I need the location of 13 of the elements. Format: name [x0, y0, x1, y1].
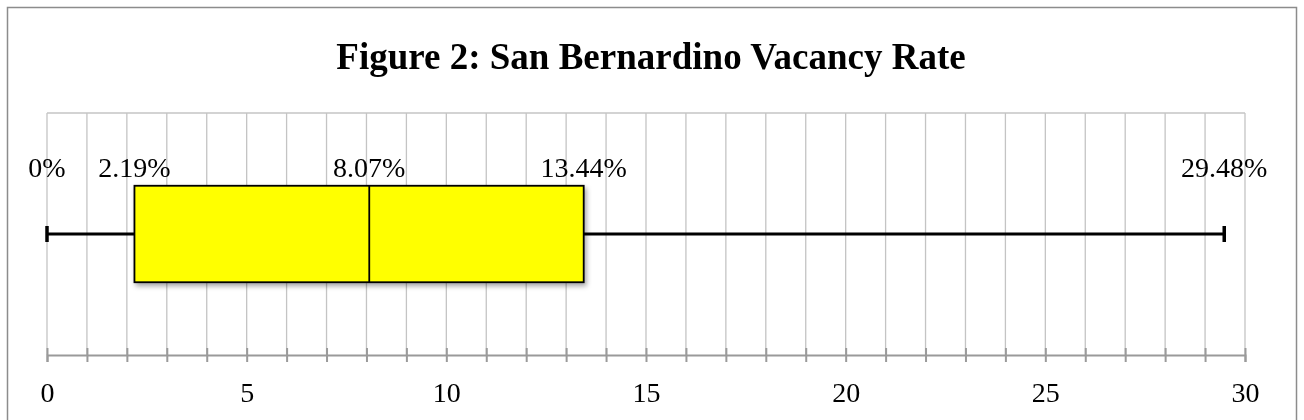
- annotation: 8.07%: [333, 151, 406, 183]
- x-tick-label: 30: [1231, 376, 1260, 408]
- x-tick-label: 15: [632, 376, 661, 408]
- annotation: 29.48%: [1181, 151, 1268, 183]
- annotation: 2.19%: [98, 151, 171, 183]
- annotation: 13.44%: [540, 151, 627, 183]
- x-tick-label: 5: [240, 376, 255, 408]
- x-tick-label: 20: [832, 376, 861, 408]
- x-tick-label: 0: [40, 376, 55, 408]
- x-tick-label: 25: [1031, 376, 1060, 408]
- chart-title: Figure 2: San Bernardino Vacancy Rate: [336, 36, 966, 77]
- annotation: 0%: [28, 151, 66, 183]
- x-tick-label: 10: [432, 376, 461, 408]
